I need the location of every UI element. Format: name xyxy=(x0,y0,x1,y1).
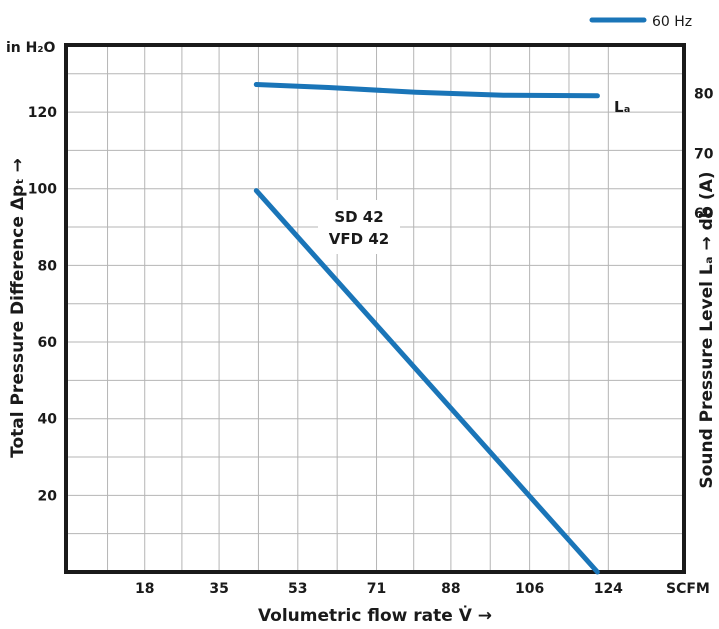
series-line-pressure xyxy=(253,188,600,575)
legend: 60 Hz xyxy=(589,14,692,30)
y-unit-label: in H₂O xyxy=(6,40,55,56)
series-line-sound-level xyxy=(253,82,600,99)
y-tick-label: 100 xyxy=(28,182,57,198)
y2-tick-labels: 60 70 80 xyxy=(694,86,714,222)
x-tick-label: 71 xyxy=(367,581,386,597)
y2-tick-label: 80 xyxy=(694,86,714,102)
y2-tick-label: 70 xyxy=(694,146,714,162)
annotation-sd42: SD 42 xyxy=(334,208,383,226)
x-tick-label: 88 xyxy=(441,581,460,597)
y-tick-label: 20 xyxy=(38,488,58,504)
x-tick-label: 35 xyxy=(209,581,228,597)
y-tick-label: 120 xyxy=(28,105,57,121)
x-tick-labels: 18 35 53 71 88 106 124 xyxy=(135,581,623,597)
y-tick-label: 60 xyxy=(38,335,58,351)
x-tick-label: 124 xyxy=(594,581,623,597)
y2-axis-title: Sound Pressure Level Lₐ → db (A) xyxy=(697,171,717,488)
series-group xyxy=(253,82,600,575)
annotation-la: Lₐ xyxy=(614,98,631,116)
x-tick-label: 18 xyxy=(135,581,154,597)
x-tick-label: 53 xyxy=(288,581,307,597)
legend-label: 60 Hz xyxy=(652,14,692,30)
grid xyxy=(66,45,684,572)
x-unit-label: SCFM xyxy=(666,581,710,597)
annotation-background xyxy=(318,200,400,254)
y-axis-title: Total Pressure Difference Δpₜ → xyxy=(8,158,28,458)
y-tick-labels: 20 40 60 80 100 120 xyxy=(28,105,57,504)
y-tick-label: 40 xyxy=(38,412,58,428)
x-axis-title: Volumetric flow rate V̇ → xyxy=(258,605,492,626)
y-tick-label: 80 xyxy=(38,258,58,274)
plot-frame xyxy=(64,43,686,574)
x-tick-label: 106 xyxy=(515,581,544,597)
annotation-vfd42: VFD 42 xyxy=(329,230,389,248)
y2-tick-label: 60 xyxy=(694,206,714,222)
